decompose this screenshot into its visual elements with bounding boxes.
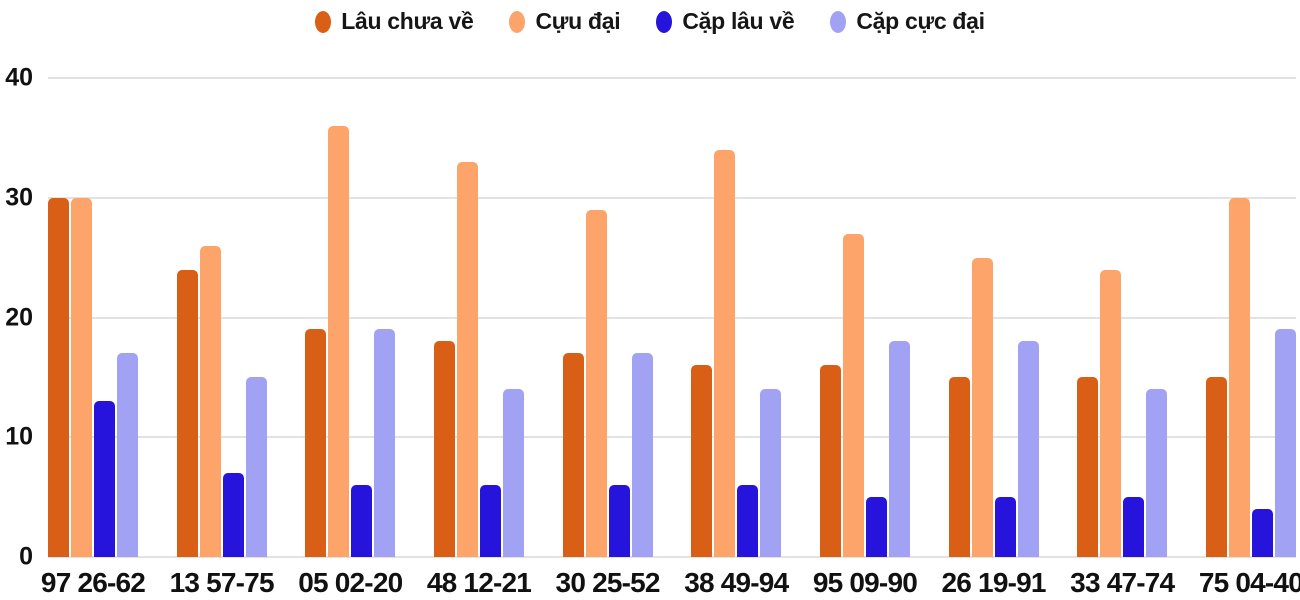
bar-group: 26 19-91: [942, 78, 1046, 598]
gridline: [48, 436, 1296, 439]
bar: [865, 497, 887, 557]
x-tick-label: 75 04-40: [1198, 567, 1300, 598]
legend-item[interactable]: Lâu chưa về: [315, 8, 474, 35]
legend-label: Cặp cực đại: [856, 8, 985, 34]
bar-group: 13 57-75: [170, 78, 275, 598]
bar: [222, 473, 244, 557]
bar: [1100, 269, 1122, 557]
legend-item[interactable]: Cặp cực đại: [830, 8, 985, 35]
bar-group: 97 26-62: [41, 78, 146, 598]
bar: [1251, 509, 1273, 557]
bar: [351, 485, 373, 557]
bar: [433, 341, 455, 557]
bar-group: 30 25-52: [556, 78, 660, 598]
bar: [94, 401, 115, 557]
bar: [328, 125, 350, 557]
bar-groups: 97 26-62 13 57-75 05 02-20 48 12-21 30 25-52…: [41, 78, 1300, 598]
bar: [374, 329, 396, 557]
x-tick-label: 95 09-90: [812, 567, 918, 598]
legend-swatch-icon: [509, 10, 526, 33]
gridline: [48, 556, 1296, 558]
bar: [691, 365, 713, 557]
gridline: [48, 77, 1296, 79]
bar: [479, 485, 501, 557]
bar-group: 05 02-20: [298, 78, 403, 598]
bar: [714, 149, 736, 557]
bar: [1077, 377, 1099, 557]
bar: [1017, 341, 1039, 557]
legend-label: Cựu đại: [535, 8, 621, 34]
chart-legend: Lâu chưa về Cựu đại Cặp lâu về Cặp cực đại: [0, 8, 1300, 35]
gridline: [48, 316, 1296, 319]
x-tick-label: 33 47-74: [1070, 567, 1175, 598]
bar: [737, 485, 759, 557]
legend-item[interactable]: Cặp lâu về: [656, 8, 795, 35]
bar: [585, 209, 607, 557]
x-tick-label: 26 19-91: [941, 567, 1047, 598]
gridlines: [48, 77, 1296, 558]
x-tick-label: 48 12-21: [426, 567, 532, 598]
bar: [888, 341, 910, 557]
bar: [117, 353, 138, 557]
bar: [305, 329, 327, 557]
bar-group: 38 49-94: [684, 78, 789, 598]
bar: [1123, 497, 1145, 557]
legend-label: Cặp lâu về: [682, 8, 795, 34]
bar-group: 75 04-40: [1199, 78, 1300, 598]
bar-group: 95 09-90: [813, 78, 918, 598]
bar: [502, 389, 524, 557]
legend-label: Lâu chưa về: [341, 8, 474, 34]
plot-area: 97 26-62 13 57-75 05 02-20 48 12-21 30 25-52…: [41, 77, 1300, 598]
bar: [994, 497, 1016, 557]
bar: [176, 269, 198, 557]
x-tick-label: 05 02-20: [298, 567, 403, 598]
legend-swatch-icon: [830, 10, 847, 33]
bar: [760, 389, 782, 557]
bar: [48, 197, 69, 557]
x-tick-label: 13 57-75: [169, 567, 275, 598]
legend-item[interactable]: Cựu đại: [509, 8, 621, 35]
legend-swatch-icon: [656, 10, 673, 33]
bar: [631, 353, 653, 557]
bar: [456, 161, 478, 557]
bar: [819, 365, 841, 557]
bar: [948, 377, 970, 557]
y-tick-label: 0: [19, 542, 33, 571]
y-axis: 0 10 20 30 40: [0, 0, 33, 600]
bar: [608, 485, 630, 557]
x-tick-label: 97 26-62: [40, 567, 146, 598]
y-tick-label: 10: [5, 422, 33, 451]
gridline: [48, 196, 1296, 199]
bar-group: 48 12-21: [427, 78, 532, 598]
y-tick-label: 40: [5, 63, 33, 92]
bar: [1146, 389, 1168, 557]
bar: [71, 197, 92, 557]
y-tick-label: 20: [5, 303, 33, 331]
bar: [1274, 329, 1296, 557]
bar: [1205, 377, 1227, 557]
y-tick-label: 30: [5, 183, 33, 212]
bar: [1228, 197, 1250, 557]
x-tick-label: 30 25-52: [555, 567, 661, 598]
bar: [562, 353, 584, 557]
bar: [842, 233, 864, 557]
bar: [971, 257, 993, 557]
x-tick-label: 38 49-94: [684, 567, 789, 598]
legend-swatch-icon: [315, 10, 332, 33]
bar: [199, 245, 221, 557]
bar: [245, 377, 267, 557]
bar-group: 33 47-74: [1070, 78, 1175, 598]
